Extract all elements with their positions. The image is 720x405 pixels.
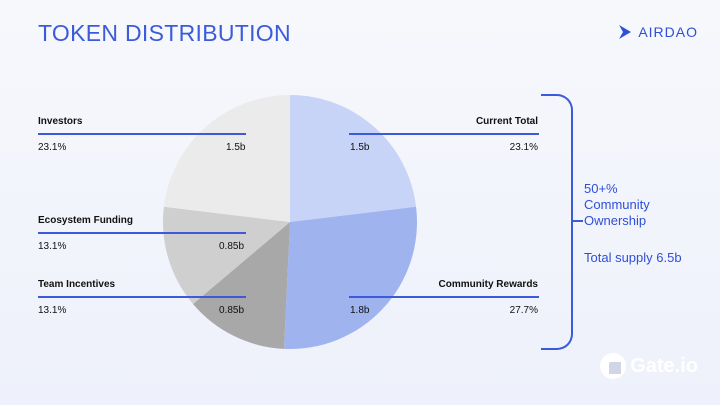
amount-community-rewards: 1.8b [350, 305, 370, 316]
community-percent: 50+% [584, 181, 618, 196]
percent-ecosystem: 13.1% [38, 241, 67, 252]
brand-name: AIRDAO [638, 24, 698, 40]
pie-slice-current-total [290, 95, 417, 222]
legend-label-community-rewards: Community Rewards [438, 279, 538, 290]
leader-line-current-total [349, 133, 539, 135]
percent-team: 13.1% [38, 305, 67, 316]
leader-line-team [38, 296, 246, 298]
gate-io-logo: Gate.io [600, 353, 698, 379]
community-ownership: 50+% Community Ownership [584, 181, 714, 229]
amount-ecosystem: 0.85b [219, 241, 245, 252]
amount-current-total: 1.5b [350, 142, 370, 153]
page-title: TOKEN DISTRIBUTION [38, 20, 291, 46]
leader-line-community-rewards [349, 296, 539, 298]
amount-investors: 1.5b [226, 142, 246, 153]
summary-bracket [541, 94, 583, 350]
pie-slice-ecosystem-funding [163, 206, 290, 304]
community-word: Community [584, 197, 650, 212]
percent-community-rewards: 27.7% [509, 305, 538, 316]
total-supply: Total supply 6.5b [584, 250, 682, 265]
legend-label-ecosystem: Ecosystem Funding [38, 215, 134, 226]
pie-slice-investors [163, 95, 290, 222]
gate-logo-text: Gate.io [630, 354, 698, 377]
leader-line-ecosystem [38, 232, 246, 234]
brand-logo: AIRDAO [618, 24, 698, 40]
pie-slice-team-incentives [192, 222, 290, 349]
ownership-word: Ownership [584, 213, 647, 228]
amount-team: 0.85b [219, 305, 245, 316]
legend-label-investors: Investors [38, 116, 83, 127]
legend-label-team: Team Incentives [38, 279, 116, 290]
chevron-right-icon [619, 25, 632, 39]
percent-investors: 23.1% [38, 142, 67, 153]
pie-slice-community-rewards [284, 206, 417, 349]
legend-label-current-total: Current Total [475, 116, 538, 127]
gate-logo-icon [600, 353, 627, 379]
percent-current-total: 23.1% [509, 142, 538, 153]
leader-line-investors [38, 133, 246, 135]
